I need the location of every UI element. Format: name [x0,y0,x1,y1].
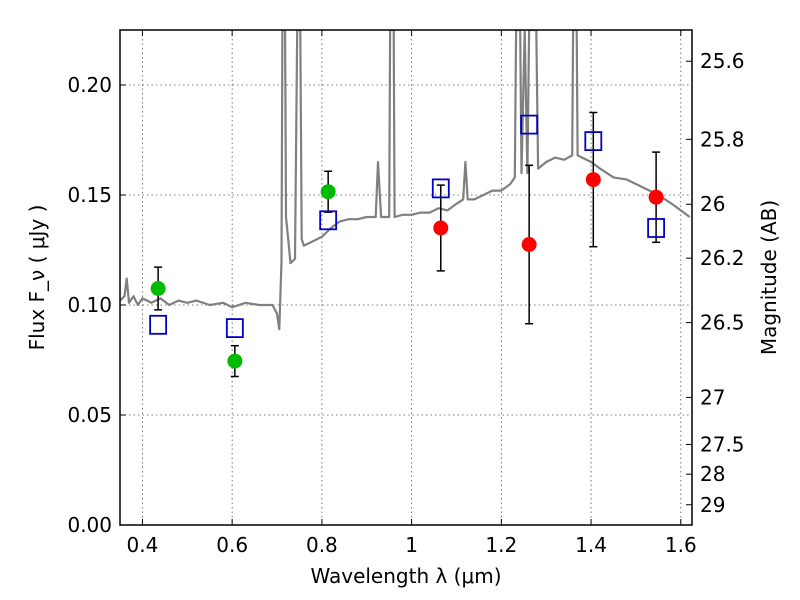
data-point-circle [150,281,166,296]
data-point-circle [227,353,243,369]
x-tick-label: 0.4 [127,533,159,557]
data-point-square [647,218,666,238]
data-point-circle [585,172,601,188]
y-tick-label: 0.05 [67,403,112,427]
x-tick-label: 1.6 [665,533,697,557]
right-tick-label: 25.6 [700,49,745,73]
data-point-square [584,131,603,152]
x-axis-label: Wavelength λ (μm) [310,564,501,588]
spectrum-layer [120,30,691,331]
right-tick-label: 25.8 [700,127,745,151]
right-tick-label: 27.5 [700,432,745,456]
x-tick-label: 0.6 [216,533,248,557]
y-tick-label: 0.20 [67,73,112,97]
right-tick-label: 26.5 [700,311,745,335]
right-tick-label: 28 [700,462,725,486]
data-point-square [149,314,168,335]
x-tick-label: 1.2 [485,533,517,557]
right-tick-label: 26.2 [700,246,745,270]
data-point-square [431,178,450,199]
y-axis-label: Flux F_ν ( μJy ) [25,205,49,351]
right-tick-label: 26 [700,192,725,216]
x-tick-label: 1.4 [575,533,607,557]
y-right-axis-label: Magnitude (AB) [757,200,781,355]
plot-frame [119,29,693,526]
grid-layer [120,30,692,526]
tick-layer: 0.4 0.6 0.8 1 1.2 1.4 1.6 0.00 0.05 0.10 0.15 0.20 2… [67,30,745,557]
data-point-circle [648,189,664,205]
data-point-square [520,114,539,135]
data-point-circle [433,220,449,236]
y-tick-label: 0.15 [67,183,112,207]
data-point-square [319,210,338,231]
data-point-circle [320,184,336,200]
marker-layer [149,111,666,378]
spectrum-line [120,30,691,331]
data-point-circle [521,237,537,252]
y-tick-label: 0.00 [67,513,112,537]
x-tick-label: 1 [405,533,418,557]
right-tick-label: 29 [700,493,725,517]
y-tick-label: 0.10 [67,293,112,317]
data-point-square [225,318,244,339]
x-tick-label: 0.8 [306,533,338,557]
right-tick-label: 27 [700,385,725,409]
